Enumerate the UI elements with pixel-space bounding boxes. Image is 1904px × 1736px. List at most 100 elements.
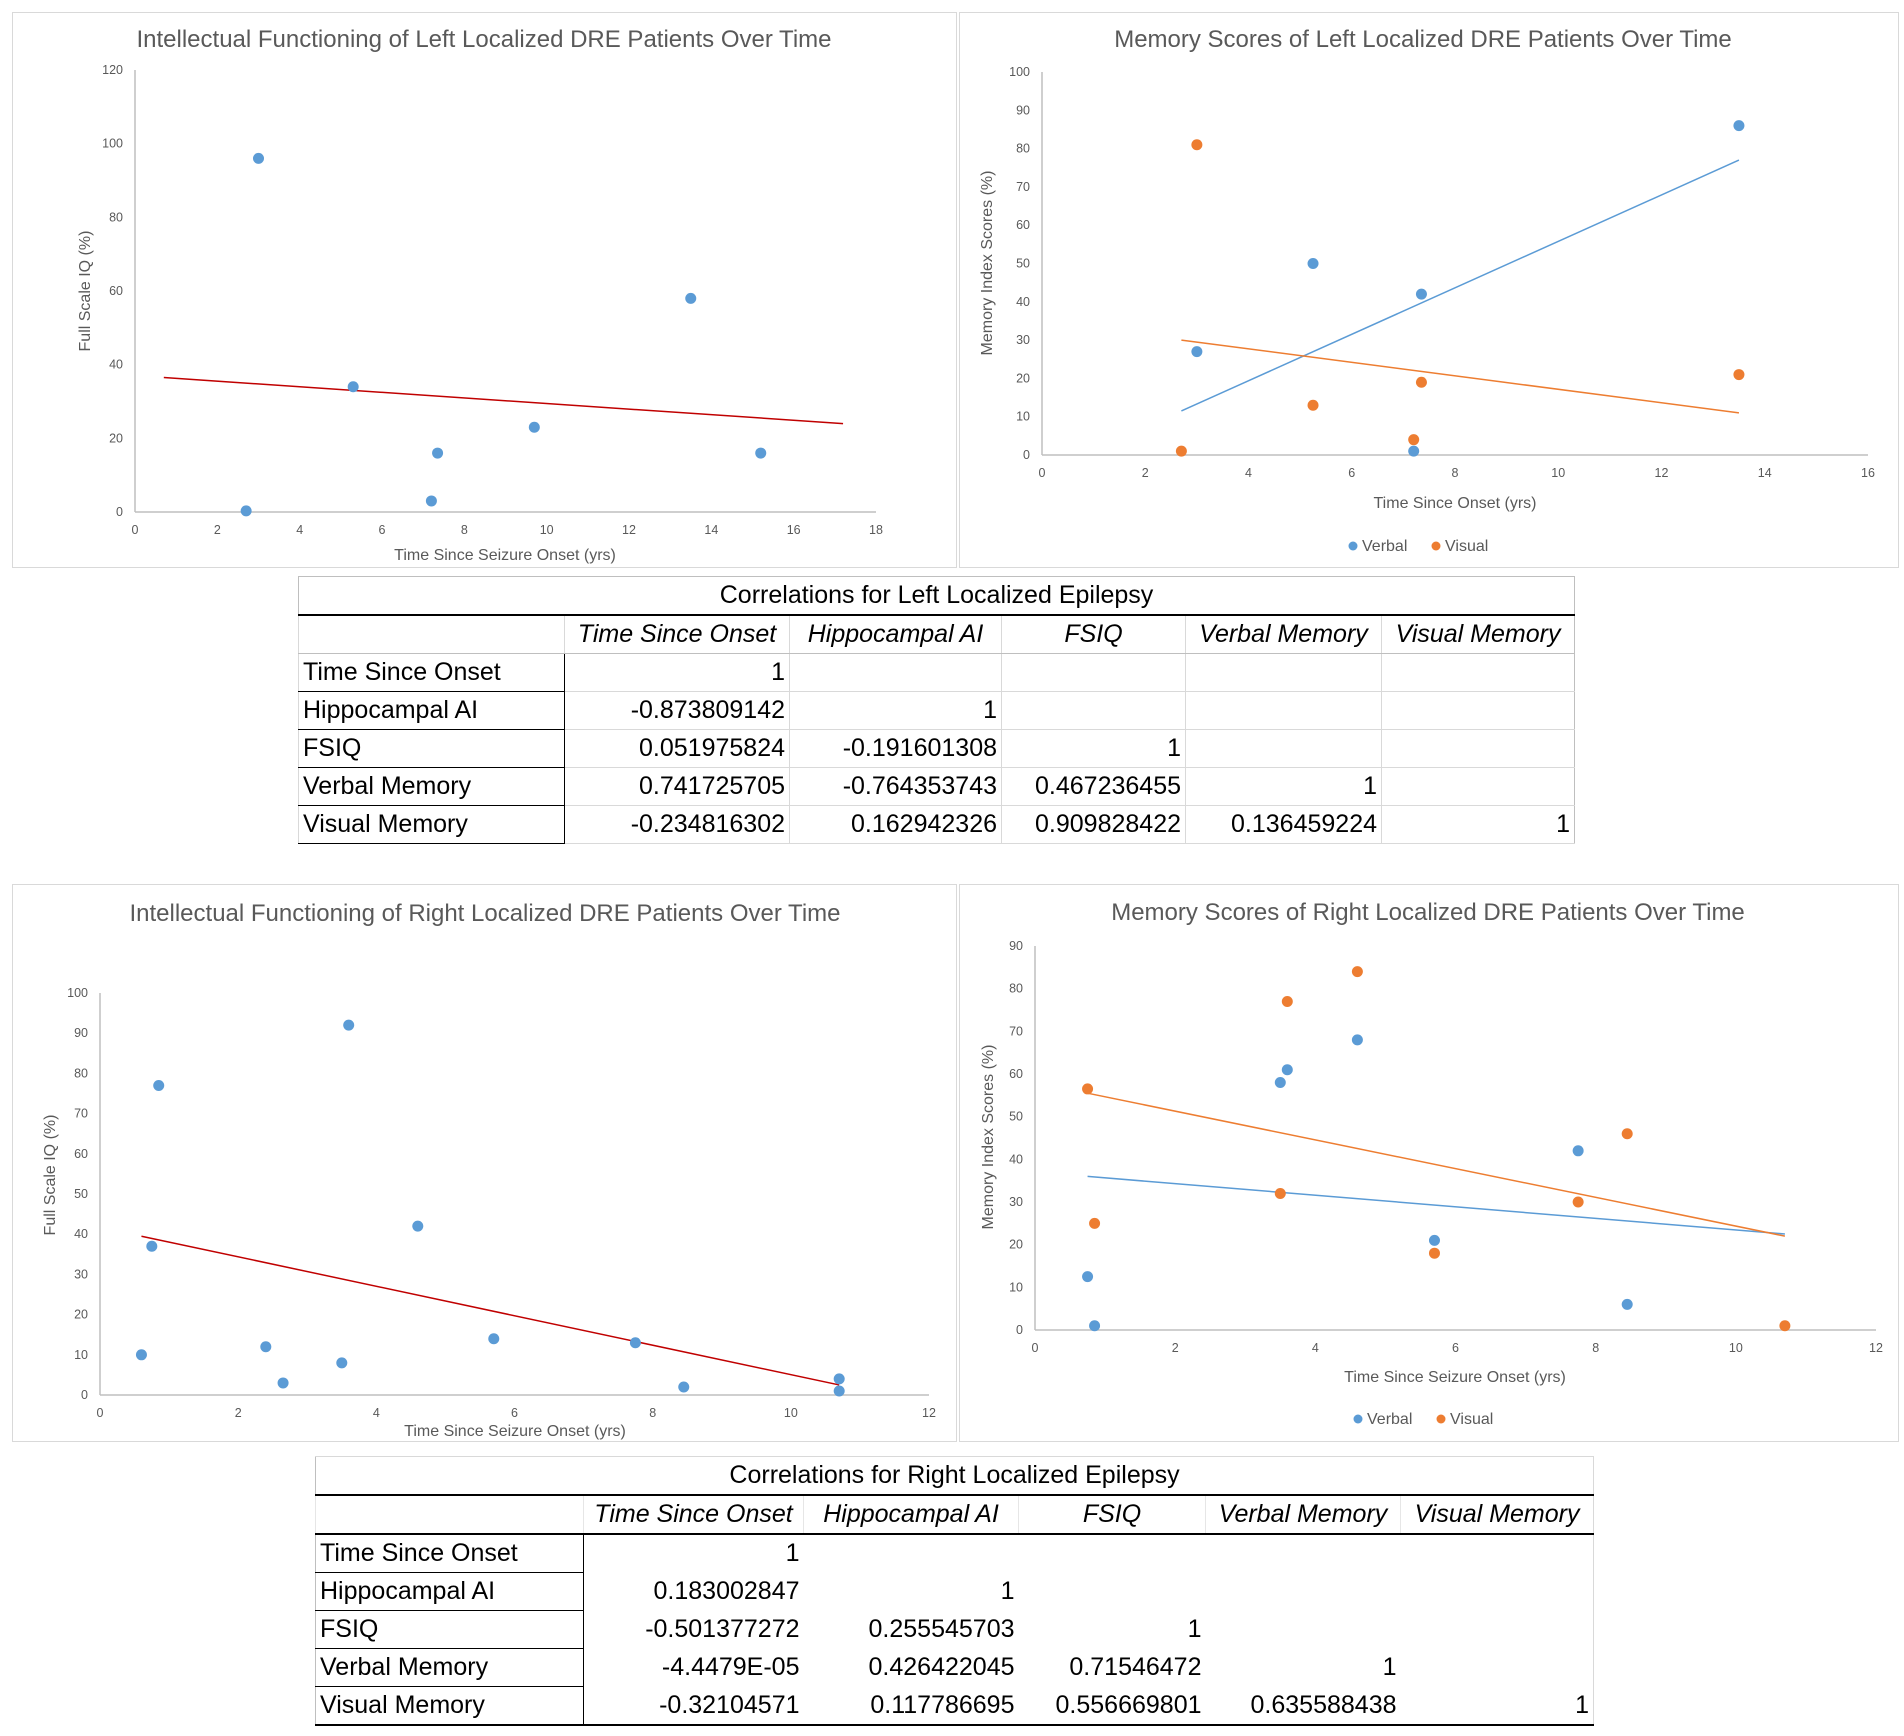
table-row: Hippocampal AI -0.873809142 1: [298, 691, 1575, 730]
x-tick-label: 12: [922, 1406, 936, 1420]
y-tick-label: 40: [1016, 295, 1030, 309]
data-point: [1415, 376, 1427, 388]
y-tick-label: 0: [81, 1388, 88, 1402]
x-axis-title: Time Since Seizure Onset (yrs): [394, 547, 616, 564]
data-point: [685, 292, 697, 304]
x-tick-label: 8: [461, 523, 468, 537]
correlation-cell: 0.136459224: [1185, 805, 1382, 844]
data-point: [755, 447, 767, 459]
series-0: [163, 152, 844, 517]
correlation-cell: 1: [1185, 767, 1382, 806]
data-point: [1281, 1064, 1293, 1076]
x-tick-label: 12: [1655, 466, 1669, 480]
x-tick-label: 2: [1172, 1341, 1179, 1355]
row-label: Time Since Onset: [298, 653, 565, 692]
column-header: Time Since Onset: [564, 615, 790, 654]
correlation-cell: [1401, 1573, 1594, 1611]
correlation-cell: -0.501377272: [645, 1615, 800, 1643]
data-point: [1351, 1034, 1363, 1046]
data-point: [528, 421, 540, 433]
column-header: Visual Memory: [1380, 615, 1575, 654]
correlation-cell: [1380, 691, 1575, 730]
correlation-cell: [804, 1534, 1019, 1573]
correlation-cell: 1: [1187, 1615, 1202, 1643]
data-point: [240, 505, 252, 517]
correlation-cell: 1: [1001, 729, 1186, 768]
correlation-cell: [1185, 653, 1382, 692]
chart-panel-left-iq: [12, 12, 957, 568]
y-tick-label: 80: [109, 210, 123, 224]
data-point: [1733, 369, 1745, 381]
x-tick-label: 6: [1452, 1341, 1459, 1355]
y-tick-label: 50: [74, 1187, 88, 1201]
y-tick-label: 30: [1009, 1195, 1023, 1209]
data-point: [1082, 1083, 1094, 1095]
data-point: [1733, 120, 1745, 132]
row-label: Hippocampal AI: [315, 1572, 584, 1611]
x-tick-label: 12: [622, 523, 636, 537]
correlation-cell: [1185, 691, 1382, 730]
series-verbal: [1082, 1034, 1785, 1332]
correlation-cell: -0.191601308: [789, 729, 1002, 768]
y-tick-label: 90: [1009, 939, 1023, 953]
chart-title: Intellectual Functioning of Right Locali…: [129, 900, 840, 927]
x-tick-label: 10: [540, 523, 554, 537]
y-tick-label: 120: [102, 63, 123, 77]
x-tick-label: 4: [1245, 466, 1252, 480]
correlation-cell: -0.764353743: [789, 767, 1002, 806]
correlation-cell: [1001, 653, 1186, 692]
legend-label: Visual: [1450, 1411, 1493, 1428]
correlation-cell: [1206, 1573, 1401, 1611]
data-point: [1428, 1247, 1440, 1259]
y-tick-label: 100: [1009, 65, 1030, 79]
table-row: Visual Memory -0.32104571 0.117786695 0.556…: [315, 1686, 1594, 1726]
correlation-cell: -0.234816302: [564, 805, 790, 844]
x-tick-label: 16: [787, 523, 801, 537]
y-tick-label: 80: [1016, 142, 1030, 156]
y-tick-label: 50: [1016, 257, 1030, 271]
data-point: [1274, 1187, 1286, 1199]
x-tick-label: 0: [97, 1406, 104, 1420]
correlation-cell: 0.255545703: [868, 1615, 1015, 1643]
y-tick-label: 50: [1009, 1110, 1023, 1124]
correlation-cell: 1: [1000, 1577, 1015, 1605]
column-header: Time Since Onset: [583, 1495, 804, 1535]
trendline: [163, 376, 844, 425]
correlation-cell: 0.909828422: [1001, 805, 1186, 844]
trendline: [1087, 1175, 1785, 1235]
x-tick-label: 10: [1551, 466, 1565, 480]
chart-title: Memory Scores of Left Localized DRE Pati…: [1114, 26, 1732, 53]
x-tick-label: 0: [132, 523, 139, 537]
x-tick-label: 18: [869, 523, 883, 537]
y-tick-label: 80: [74, 1066, 88, 1080]
x-tick-label: 4: [296, 523, 303, 537]
data-point: [253, 152, 264, 164]
series-0: [135, 1019, 845, 1397]
y-tick-label: 40: [109, 358, 123, 372]
series-visual: [1082, 966, 1791, 1332]
data-point: [1408, 445, 1420, 457]
legend-marker: [1431, 541, 1441, 551]
correlation-cell: 0.051975824: [564, 729, 790, 768]
legend-label: Verbal: [1362, 538, 1407, 555]
y-tick-label: 70: [74, 1107, 88, 1121]
row-label: Visual Memory: [298, 805, 565, 844]
correlation-cell: 0.183002847: [653, 1577, 800, 1605]
row-label: Verbal Memory: [298, 767, 565, 806]
y-tick-label: 10: [1016, 410, 1030, 424]
y-tick-label: 30: [74, 1267, 88, 1281]
data-point: [1307, 399, 1319, 411]
correlation-cell: 1: [785, 1539, 800, 1568]
column-header: Visual Memory: [1399, 1495, 1594, 1535]
correlation-cell: [1001, 691, 1186, 730]
trendline: [1181, 159, 1740, 412]
x-tick-label: 12: [1869, 1341, 1883, 1355]
y-tick-label: 70: [1009, 1024, 1023, 1038]
data-point: [1779, 1320, 1791, 1332]
x-tick-label: 14: [704, 523, 718, 537]
data-point: [1089, 1217, 1101, 1229]
x-axis-title: Time Since Seizure Onset (yrs): [404, 1423, 626, 1440]
x-tick-label: 6: [1348, 466, 1355, 480]
data-point: [146, 1240, 158, 1252]
x-tick-label: 6: [511, 1406, 518, 1420]
